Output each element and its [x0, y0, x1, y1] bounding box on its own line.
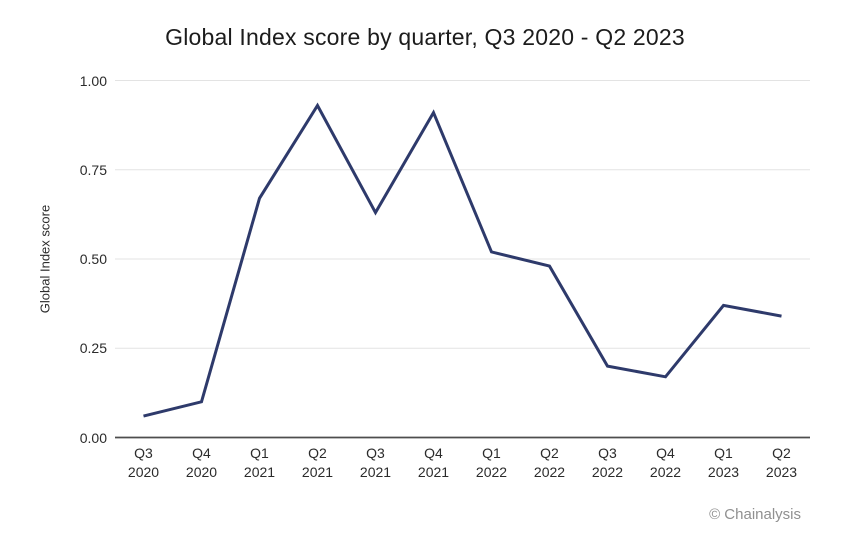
x-tick-label-line: Q2 [308, 445, 327, 461]
x-tick-label-line: Q2 [772, 445, 791, 461]
x-tick-label-line: Q4 [192, 445, 211, 461]
x-tick-label-line: 2021 [417, 464, 450, 480]
x-tick-label-line: Q4 [424, 445, 443, 461]
x-tick-label-line: Q1 [482, 445, 501, 461]
y-tick-label: 1.00 [79, 72, 107, 89]
x-tick-label: Q4 2021 [418, 444, 449, 482]
x-tick-label-line: Q3 [366, 445, 385, 461]
x-tick-label: Q2 2023 [766, 444, 797, 482]
x-tick-label: Q3 2022 [592, 444, 623, 482]
x-tick-label: Q1 2023 [708, 444, 739, 482]
x-tick-label-line: 2022 [591, 464, 624, 480]
x-tick-label-line: Q2 [540, 445, 559, 461]
attribution: © Chainalysis [709, 506, 801, 523]
x-tick-label: Q2 2022 [534, 444, 565, 482]
x-tick-label-line: 2022 [533, 464, 566, 480]
x-tick-label-line: Q3 [598, 445, 617, 461]
x-tick-label: Q4 2022 [650, 444, 681, 482]
x-tick-label-line: Q3 [134, 445, 153, 461]
x-tick-label-line: 2020 [127, 464, 160, 480]
x-tick-label-line: 2021 [301, 464, 334, 480]
x-tick-label: Q3 2020 [128, 444, 159, 482]
chart-title: Global Index score by quarter, Q3 2020 -… [165, 24, 685, 50]
index-score-line [143, 102, 782, 418]
y-tick-label: 0.00 [79, 429, 107, 446]
x-tick-label: Q3 2021 [360, 444, 391, 482]
x-tick-label-line: Q1 [714, 445, 733, 461]
y-tick-label: 0.25 [79, 340, 107, 357]
y-tick-label: 0.75 [79, 161, 107, 178]
x-tick-label: Q1 2021 [244, 444, 275, 482]
x-tick-label-line: Q1 [250, 445, 269, 461]
y-tick-label: 0.50 [79, 251, 107, 267]
x-tick-label-line: 2023 [765, 464, 798, 480]
x-tick-label-line: 2022 [475, 464, 508, 480]
x-tick-label: Q2 2021 [302, 444, 333, 482]
x-tick-label-line: Q4 [656, 445, 675, 461]
x-tick-label-line: 2021 [243, 464, 276, 480]
x-tick-label-line: 2020 [185, 464, 218, 480]
x-tick-label-line: 2021 [359, 464, 392, 480]
x-tick-label-line: 2022 [649, 464, 682, 480]
x-tick-label-line: 2023 [707, 464, 740, 480]
x-tick-label: Q4 2020 [186, 444, 217, 482]
x-tick-label: Q1 2022 [476, 444, 507, 482]
